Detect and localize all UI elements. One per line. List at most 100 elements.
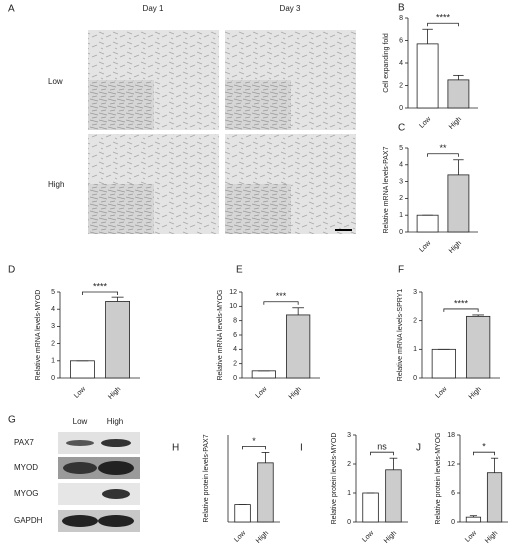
bar xyxy=(431,348,456,379)
error-bar xyxy=(292,307,305,315)
significance-bracket xyxy=(427,153,459,157)
bar xyxy=(234,504,251,523)
y-tick-label: 10 xyxy=(229,303,237,310)
y-tick-label: 6 xyxy=(451,490,455,497)
y-tick-label: 1 xyxy=(399,212,403,219)
y-tick-label: 4 xyxy=(233,346,237,353)
y-tick-label: 0 xyxy=(347,519,351,526)
y-tick-label: 8 xyxy=(399,15,403,22)
error-bar xyxy=(111,296,124,302)
column-label: Day 1 xyxy=(143,4,164,13)
x-tick-label: Low xyxy=(233,529,248,544)
column-label: High xyxy=(107,417,123,426)
bar xyxy=(362,492,379,523)
micrographs xyxy=(88,30,356,234)
y-tick-label: 8 xyxy=(233,318,237,325)
significance-label: * xyxy=(252,436,256,446)
column-label: Low xyxy=(73,417,88,426)
y-tick-label: 4 xyxy=(399,60,403,67)
y-tick-label: 3 xyxy=(51,323,55,330)
x-tick-label: High xyxy=(448,116,463,131)
significance-label: **** xyxy=(93,281,108,291)
panel-letter: A xyxy=(8,4,15,15)
y-tick-label: 0 xyxy=(233,375,237,382)
y-axis-label: Relative mRNA levels-MYOD xyxy=(35,290,42,381)
error-bar xyxy=(469,515,478,518)
panel-letter: E xyxy=(236,265,243,276)
x-tick-label: High xyxy=(448,240,463,255)
y-tick-label: 5 xyxy=(51,289,55,296)
bar xyxy=(385,469,402,523)
error-bar xyxy=(472,314,485,317)
y-tick-label: 1 xyxy=(51,358,55,365)
significance-bracket xyxy=(263,301,299,305)
y-axis-label: Relative protein levels-MYOG xyxy=(435,432,442,524)
y-tick-label: 2 xyxy=(399,195,403,202)
y-tick-label: 2 xyxy=(399,82,403,89)
row-label: Low xyxy=(48,77,63,86)
y-tick-label: 3 xyxy=(399,178,403,185)
significance-bracket xyxy=(82,291,118,295)
panel-letter: D xyxy=(8,265,15,276)
y-axis-label: Relative protein levels-MYOD xyxy=(331,433,338,525)
significance-label: ns xyxy=(377,442,387,452)
column-label: Day 3 xyxy=(280,4,301,13)
y-tick-label: 0 xyxy=(413,375,417,382)
y-tick-label: 1 xyxy=(347,490,351,497)
row-label: PAX7 xyxy=(14,438,34,447)
error-bar xyxy=(453,74,464,80)
y-tick-label: 2 xyxy=(233,361,237,368)
row-label: MYOG xyxy=(14,489,38,498)
significance-label: ** xyxy=(439,143,447,153)
bar xyxy=(416,43,439,109)
y-tick-label: 4 xyxy=(399,162,403,169)
row-label: High xyxy=(48,180,64,189)
y-tick-label: 18 xyxy=(447,432,455,439)
bar xyxy=(416,214,439,233)
x-tick-label: Low xyxy=(418,115,433,130)
panel-letter: F xyxy=(398,265,404,276)
significance-bracket xyxy=(242,446,266,450)
y-tick-label: 0 xyxy=(399,229,403,236)
error-bar xyxy=(389,457,398,470)
x-tick-label: High xyxy=(468,386,483,401)
significance-bracket xyxy=(473,451,495,456)
y-tick-label: 0 xyxy=(51,375,55,382)
x-tick-label: Low xyxy=(418,239,433,254)
error-bar xyxy=(261,451,270,463)
y-axis-label: Relative protein levels-PAX7 xyxy=(203,434,210,522)
x-tick-label: Low xyxy=(464,529,479,544)
significance-bracket xyxy=(370,451,394,456)
significance-bracket xyxy=(427,22,459,27)
y-axis-label: Relative mRNA levels-PAX7 xyxy=(383,146,390,233)
bar xyxy=(465,516,482,523)
x-tick-label: Low xyxy=(73,385,88,400)
y-tick-label: 6 xyxy=(233,332,237,339)
bar xyxy=(466,315,491,379)
x-tick-label: High xyxy=(107,386,122,401)
y-tick-label: 0 xyxy=(399,105,403,112)
y-tick-label: 3 xyxy=(347,432,351,439)
y-axis-label: Relative mRNA levels-SPRY1 xyxy=(397,289,404,382)
significance-label: **** xyxy=(454,298,469,308)
bar xyxy=(257,462,274,523)
bar xyxy=(105,301,130,379)
x-tick-label: High xyxy=(288,386,303,401)
error-bar xyxy=(490,457,499,473)
x-tick-label: High xyxy=(255,530,270,545)
error-bar xyxy=(453,159,464,175)
significance-label: * xyxy=(482,442,486,452)
y-tick-label: 0 xyxy=(451,519,455,526)
y-tick-label: 5 xyxy=(399,145,403,152)
y-tick-label: 12 xyxy=(447,461,455,468)
y-tick-label: 1 xyxy=(413,346,417,353)
bar xyxy=(447,174,470,233)
x-tick-label: Low xyxy=(361,529,376,544)
y-tick-label: 6 xyxy=(399,37,403,44)
panel-letter: B xyxy=(398,3,405,14)
panel-letter: C xyxy=(398,123,405,134)
bar xyxy=(251,370,276,379)
panel-letter: H xyxy=(172,443,179,454)
significance-label: **** xyxy=(436,13,451,23)
